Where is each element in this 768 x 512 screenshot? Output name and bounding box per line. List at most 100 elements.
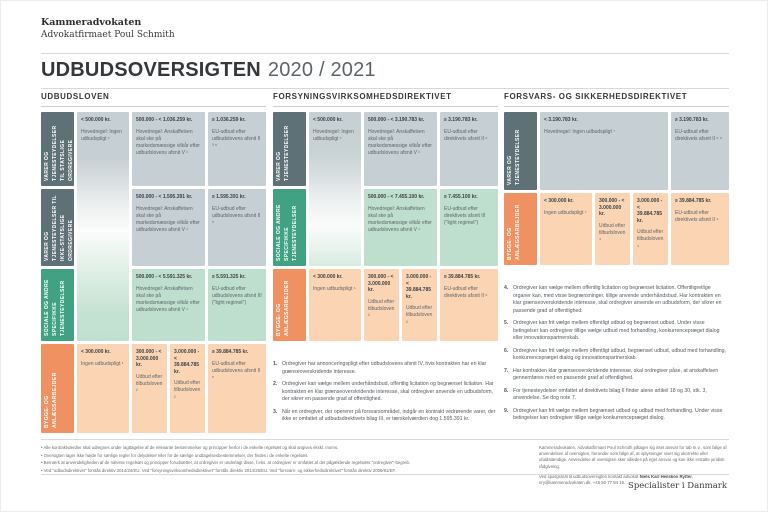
- note-text: Ordregiver har annonceringspligt efter u…: [282, 361, 487, 375]
- footnote-line: • Oversigten tager ikke højde for særlig…: [41, 452, 309, 458]
- contact-pre: Ved spørgsmål til udbudsoversigten konta…: [539, 473, 640, 479]
- note-number: 9.: [504, 407, 509, 414]
- disclaimer-text: Kammeradvokaten, Advokatfirmaet Poul Sch…: [539, 445, 727, 469]
- cell-amount: < 300.000 kr.: [544, 198, 574, 204]
- row-label: BYGGE- OG ANLÆGSARBEJDER: [41, 344, 74, 433]
- cell-rule: Udbud efter tilbudsloven ²: [136, 373, 163, 395]
- cell-amount: ≥ 39.884.785 kr.: [212, 349, 249, 355]
- cell-amount: ≥ 39.884.785 kr.: [675, 198, 712, 204]
- threshold-table: VARER OG TJENESTEYDELSER TIL STATSLIGE O…: [41, 112, 266, 433]
- threshold-cell: ≥ 1.595.391 kr. EU-udbud efter udbudslov…: [208, 189, 266, 266]
- threshold-cell: 3.000.000 - < 39.884.785 kr. Udbud efter…: [170, 344, 205, 433]
- note-item: 1. Ordregiver har annonceringspligt efter…: [273, 361, 498, 376]
- section-heading: UDBUDSLOVEN: [41, 92, 266, 107]
- cell-amount: ≥ 39.884.785 kr.: [444, 274, 481, 280]
- note-text: Ordregiver kan frit vælge mellem offentl…: [513, 347, 727, 362]
- note-text: Ordregiver kan frit vælge mellem begræns…: [513, 407, 723, 422]
- note-number: 7.: [504, 367, 509, 374]
- cell-amount: ≥ 1.036.259 kr.: [212, 117, 246, 123]
- row-label: SOCIALE OG ANDRE SPECIFIKKE TJENESTEYDEL…: [41, 269, 74, 341]
- cell-amount: 500.000 - < 5.591.325 kr.: [136, 274, 193, 280]
- threshold-cell: < 300.000 kr. Ingen udbudspligt ¹: [309, 269, 361, 341]
- row-label: VARER OG TJENESTEYDELSER: [504, 112, 537, 190]
- footnotes-block: • Alle kontraktværdier skal udregnes und…: [41, 445, 513, 476]
- disclaimer-block: Kammeradvokaten, Advokatfirmaet Poul Sch…: [539, 445, 729, 490]
- cell-amount: ≥ 3.190.783 kr.: [675, 117, 709, 123]
- threshold-table: VARER OG TJENESTEYDELSER SOCIALE OG ANDR…: [273, 112, 498, 341]
- cell-amount: 500.000 - < 3.190.783 kr.: [368, 117, 425, 123]
- cell-amount: < 300.000 kr.: [81, 349, 111, 355]
- cell-amount: 500.000 - < 1.036.259 kr.: [136, 117, 193, 123]
- note-number: 2.: [273, 381, 278, 388]
- threshold-cell: ≥ 5.591.325 kr. EU-udbud efter udbudslov…: [208, 269, 266, 341]
- cell-amount: < 300.000 kr.: [313, 274, 343, 280]
- cell-amount: < 500.000 kr.: [81, 117, 111, 123]
- cell-amount: 500.000 - < 7.455.100 kr.: [368, 194, 425, 200]
- divider: [41, 88, 729, 89]
- section-forsvars-og-sikkerhedsdirektivet: FORSVARS- OG SIKKERHEDSDIREKTIVET VARER …: [504, 92, 729, 428]
- page-title-period: 2020 / 2021: [267, 59, 376, 81]
- threshold-cell: ≥ 1.036.259 kr. EU-udbud efter udbudslov…: [208, 112, 266, 186]
- note-text: Ordregiver kan vælge mellem offentlig li…: [513, 285, 722, 314]
- threshold-cell: 3.000.000 - < 39.884.785 kr. Udbud efter…: [402, 269, 437, 341]
- cell-amount: < 3.190.783 kr.: [544, 117, 578, 123]
- note-number: 4.: [504, 285, 509, 291]
- note-item: 7. Har kontrakten klar grænseoverskridend…: [504, 368, 729, 383]
- tagline: Specialister i Danmark: [628, 481, 727, 491]
- threshold-cell: ≥ 39.884.785 kr. EU-udbud efter udbudslo…: [208, 344, 266, 433]
- brand-line1: Kammeradvokaten: [41, 17, 142, 28]
- row-label: BYGGE- OG ANLÆGSARBEJDER: [504, 193, 537, 265]
- cell-amount: 3.000.000 - < 39.884.785 kr.: [174, 349, 200, 375]
- note-number: 6.: [504, 347, 509, 354]
- threshold-table: VARER OG TJENESTEYDELSER BYGGE- OG ANLÆG…: [504, 112, 729, 265]
- row-label: VARER OG TJENESTEYDELSER: [273, 112, 306, 186]
- threshold-cell: ≥ 7.455.100 kr. EU-udbud efter direktive…: [440, 189, 498, 266]
- section-udbudsloven: UDBUDSLOVEN VARER OG TJENESTEYDELSER TIL…: [41, 92, 266, 433]
- note-text: For tjenesteydelser omfattet af direktiv…: [513, 387, 707, 402]
- note-text: Ordregiver kan frit vælge mellem offentl…: [513, 320, 720, 342]
- threshold-cell: 300.000 - < 3.000.000 kr. Udbud efter ti…: [132, 344, 167, 433]
- threshold-cell: 500.000 - < 1.595.391 kr. Hovedregel: An…: [132, 189, 205, 266]
- note-item: 5. Ordregiver kan frit vælge mellem offen…: [504, 320, 729, 343]
- threshold-cell: ≥ 3.190.783 kr. EU-udbud efter direktive…: [671, 112, 729, 190]
- divider: [41, 439, 729, 440]
- cell-rule: EU-udbud efter udbudslovens afsnit III (…: [212, 285, 262, 307]
- brand-logo: Kammeradvokaten Advokatfirmaet Poul Schm…: [41, 17, 175, 42]
- cell-rule: Hovedregel: Anskaffelsen skal ske på mar…: [136, 205, 200, 234]
- threshold-cell: 300.000 - < 3.000.000 kr. Udbud efter ti…: [595, 193, 630, 265]
- page-title: UDBUDSOVERSIGTEN 2020 / 2021: [41, 59, 376, 82]
- note-number: 1.: [273, 361, 278, 367]
- cell-rule: EU-udbud efter direktivets afsnit II ⁹: [675, 209, 719, 223]
- threshold-cell: 500.000 - < 7.455.100 kr. Hovedregel: An…: [364, 189, 437, 266]
- cell-amount: 300.000 - < 3.000.000 kr.: [599, 198, 625, 217]
- threshold-cell: 500.000 - < 3.190.783 kr. Hovedregel: An…: [364, 112, 437, 186]
- cell-rule: Hovedregel: Anskaffelsen skal ske på mar…: [368, 205, 432, 234]
- cell-rule: Hovedregel: Ingen udbudspligt ¹: [81, 128, 122, 142]
- footnote-line: • Bemærk at anvendeligheden af de nævnte…: [41, 460, 411, 466]
- cell-amount: 300.000 - < 3.000.000 kr.: [368, 274, 394, 293]
- divider: [41, 474, 729, 475]
- note-number: 5.: [504, 320, 509, 327]
- cell-rule: Udbud efter tilbudsloven ⁴: [637, 229, 664, 250]
- cell-amount: ≥ 1.595.391 kr.: [212, 194, 246, 200]
- section-forsyningsvirksomhedsdirektivet: FORSYNINGSVIRKSOMHEDSDIREKTIVET VARER OG…: [273, 92, 498, 429]
- notes-list: 4. Ordregiver kan vælge mellem offentlig …: [504, 285, 729, 423]
- cell-rule: Hovedregel: Ingen udbudspligt ¹: [313, 128, 354, 142]
- cell-rule: Udbud efter tilbudsloven ²: [174, 380, 201, 401]
- threshold-cell: < 500.000 kr. Hovedregel: Ingen udbudspl…: [309, 112, 361, 266]
- threshold-cell: 3.000.000 - < 39.884.785 kr. Udbud efter…: [633, 193, 668, 265]
- cell-rule: EU-udbud efter direktivets afsnit II ⁶: [444, 285, 488, 299]
- cell-amount: 500.000 - < 1.595.391 kr.: [136, 194, 193, 200]
- section-heading: FORSYNINGSVIRKSOMHEDSDIREKTIVET: [273, 92, 498, 107]
- row-label: BYGGE- OG ANLÆGSARBEJDER: [273, 269, 306, 341]
- page-title-main: UDBUDSOVERSIGTEN: [41, 59, 261, 81]
- cell-rule: Udbud efter tilbudsloven ⁴: [599, 222, 626, 244]
- cell-amount: 3.000.000 - < 39.884.785 kr.: [406, 274, 432, 300]
- cell-rule: EU-udbud efter udbudslovens afsnit II ⁵: [212, 205, 261, 227]
- cell-rule: Ingen udbudspligt ¹: [313, 285, 356, 292]
- threshold-cell: 300.000 - < 3.000.000 kr. Udbud efter ti…: [364, 269, 399, 341]
- cell-rule: Udbud efter tilbudsloven ²: [406, 305, 433, 326]
- brand-line2: Advokatfirmaet Poul Schmith: [41, 30, 175, 41]
- threshold-cell: < 500.000 kr. Hovedregel: Ingen udbudspl…: [77, 112, 129, 341]
